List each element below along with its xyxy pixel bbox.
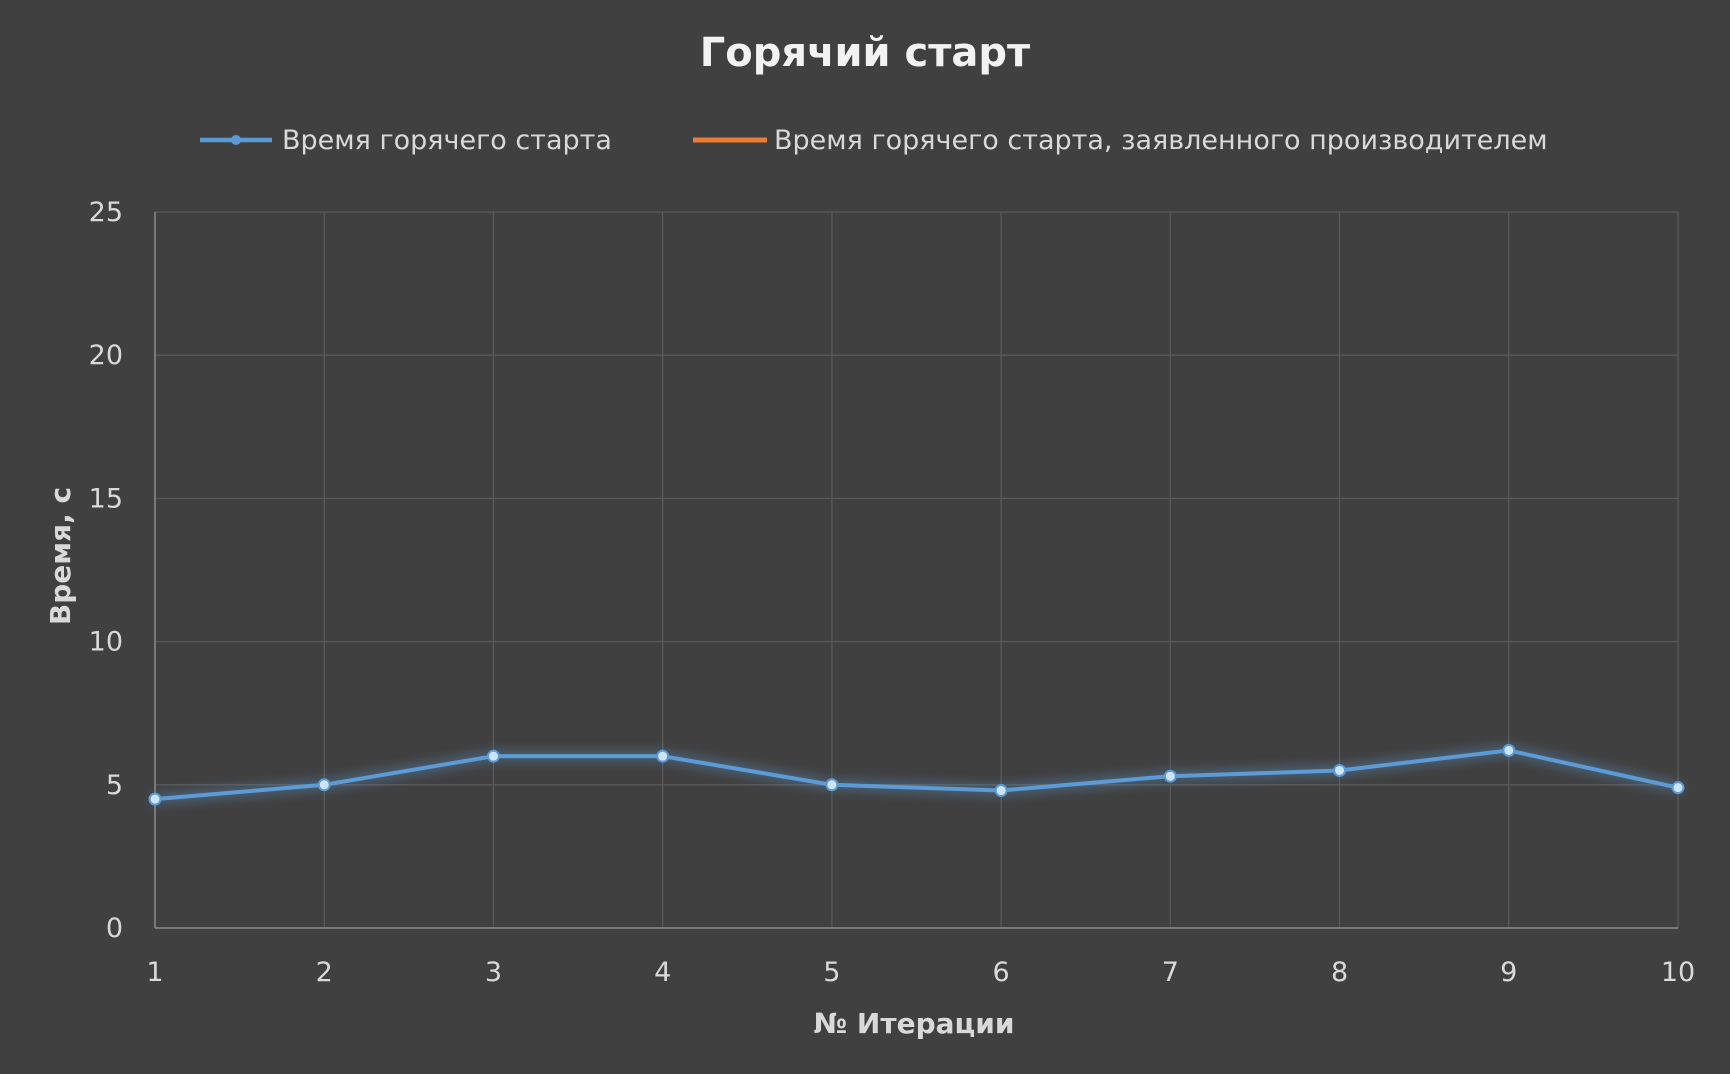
axes bbox=[154, 212, 1678, 929]
legend-item-declared: Время горячего старта, заявленного произ… bbox=[693, 125, 1548, 156]
data-point bbox=[317, 778, 331, 792]
y-axis-tick-labels: 0 5 10 15 20 25 bbox=[89, 197, 123, 944]
x-tick-label: 4 bbox=[654, 957, 671, 988]
data-point bbox=[656, 749, 670, 763]
data-point bbox=[1502, 743, 1516, 757]
x-axis-tick-labels: 1 2 3 4 5 6 7 8 9 10 bbox=[146, 957, 1695, 988]
x-axis-title: № Итерации bbox=[813, 1007, 1014, 1040]
data-point bbox=[1163, 769, 1177, 783]
data-point bbox=[1671, 781, 1685, 795]
legend: Время горячего старта Время горячего ста… bbox=[200, 125, 1548, 156]
series-layer bbox=[148, 352, 1685, 806]
x-tick-label: 9 bbox=[1500, 957, 1517, 988]
x-tick-label: 5 bbox=[823, 957, 840, 988]
data-point bbox=[825, 778, 839, 792]
y-tick-label: 5 bbox=[106, 770, 123, 801]
x-tick-label: 7 bbox=[1162, 957, 1179, 988]
data-point bbox=[1333, 763, 1347, 777]
y-tick-label: 10 bbox=[89, 627, 123, 658]
series-actual bbox=[148, 743, 1685, 806]
legend-label-actual: Время горячего старта bbox=[282, 125, 612, 156]
y-tick-label: 20 bbox=[89, 340, 123, 371]
y-tick-label: 15 bbox=[89, 483, 123, 514]
legend-label-declared: Время горячего старта, заявленного произ… bbox=[774, 125, 1548, 156]
x-tick-label: 2 bbox=[316, 957, 333, 988]
data-point bbox=[486, 749, 500, 763]
legend-marker-actual bbox=[231, 135, 241, 145]
x-tick-label: 6 bbox=[993, 957, 1010, 988]
y-tick-label: 25 bbox=[89, 197, 123, 228]
gridlines bbox=[155, 211, 1679, 928]
x-tick-label: 3 bbox=[485, 957, 502, 988]
x-tick-label: 1 bbox=[146, 957, 163, 988]
y-tick-label: 0 bbox=[106, 913, 123, 944]
legend-item-actual: Время горячего старта bbox=[200, 125, 612, 156]
series-line bbox=[153, 748, 1680, 802]
x-tick-label: 8 bbox=[1331, 957, 1348, 988]
data-point bbox=[148, 792, 162, 806]
chart-title: Горячий старт bbox=[700, 30, 1031, 76]
x-tick-label: 10 bbox=[1661, 957, 1695, 988]
y-axis-title: Время, с bbox=[44, 487, 77, 625]
data-point bbox=[994, 784, 1008, 798]
